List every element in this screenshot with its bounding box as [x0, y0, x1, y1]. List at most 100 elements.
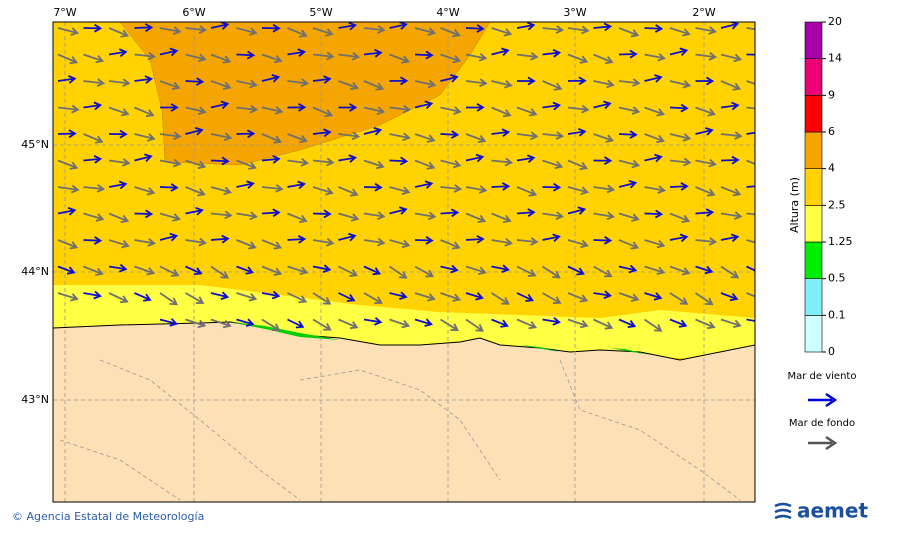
wind-sea-arrow: [516, 292, 534, 302]
wind-sea-arrow: [491, 182, 511, 191]
wind-sea-arrow: [516, 76, 536, 86]
wind-sea-arrow: [720, 233, 740, 243]
swell-arrow: [312, 292, 332, 305]
swell-arrow: [465, 212, 487, 224]
wind-sea-arrow: [363, 316, 383, 326]
wind-sea-arrow: [440, 130, 460, 139]
lat-label: 44°N: [21, 265, 49, 278]
wind-sea-arrow: [287, 234, 307, 244]
swell-arrow: [542, 80, 563, 91]
wind-sea-arrow: [746, 265, 755, 276]
swell-arrow: [618, 78, 641, 87]
swell-arrow: [491, 292, 510, 305]
wave-arrows: [57, 22, 755, 332]
swell-arrow: [389, 186, 411, 195]
colorbar-title: Altura (m): [788, 177, 801, 233]
swell-arrow: [669, 80, 692, 89]
swell-arrow: [593, 265, 613, 278]
colorbar-label: 0: [828, 345, 835, 358]
swell-arrow: [414, 133, 436, 143]
wind-sea-arrow: [108, 48, 128, 58]
swell-arrow: [695, 318, 716, 330]
swell-arrow: [185, 237, 208, 247]
swell-arrow: [185, 25, 208, 34]
swell-arrow: [669, 27, 691, 37]
swell-arrow: [108, 292, 129, 304]
wind-sea-arrow: [134, 292, 152, 302]
swell-arrow: [363, 80, 385, 91]
swell-arrow: [83, 53, 105, 64]
swell-arrow: [720, 318, 742, 329]
swell-arrow: [516, 106, 538, 117]
wind-sea-arrow: [414, 235, 434, 245]
colorbar-label: 20: [828, 15, 842, 28]
wind-sea-arrow: [465, 24, 485, 33]
swell-arrow: [542, 25, 565, 34]
swell-arrow: [644, 106, 665, 117]
wind-sea-arrow: [57, 207, 77, 216]
swell-arrow: [593, 133, 615, 143]
legend-label: Mar de fondo: [789, 418, 855, 429]
wind-sea-arrow: [134, 75, 154, 84]
swell-arrow: [695, 158, 717, 168]
swell-arrow: [287, 158, 310, 167]
swell-arrow: [236, 239, 257, 250]
swell-arrow: [261, 265, 283, 276]
swell-arrow: [389, 53, 410, 64]
wind-sea-arrow: [440, 208, 460, 218]
wind-sea-arrow: [236, 50, 256, 60]
swell-arrow: [159, 80, 181, 91]
wind-sea-arrow: [363, 48, 383, 58]
wind-sea-arrow: [236, 180, 255, 189]
wind-sea-arrow: [287, 103, 307, 112]
swell-arrow: [695, 52, 718, 61]
colorbar-segment: [804, 131, 823, 169]
swell-arrow: [567, 25, 590, 35]
colorbar-segment: [804, 95, 823, 133]
lon-label: 2°W: [692, 6, 715, 19]
wind-sea-arrow: [440, 264, 459, 274]
wind-sea-arrow: [389, 76, 409, 86]
wind-sea-arrow: [338, 154, 357, 163]
swell-arrow: [746, 27, 755, 31]
swell-arrow: [108, 106, 130, 117]
wind-sea-arrow: [363, 127, 383, 136]
swell-arrow: [440, 318, 459, 331]
swell-arrow: [465, 318, 484, 332]
swell-arrow: [363, 237, 386, 247]
swell-arrow: [643, 318, 663, 332]
wind-sea-arrow: [542, 101, 562, 111]
swell-arrow: [57, 27, 80, 36]
wind-sea-arrow: [669, 47, 689, 56]
wind-sea-arrow: [389, 206, 408, 215]
lon-label: 3°W: [563, 6, 586, 19]
swell-arrow: [287, 78, 310, 88]
swell-arrow: [542, 159, 564, 170]
wind-sea-arrow: [465, 153, 485, 163]
wind-sea-arrow: [516, 154, 536, 163]
legend-label: Mar de viento: [788, 371, 857, 382]
swell-arrow: [720, 80, 742, 91]
wind-sea-arrow: [644, 209, 664, 219]
colorbar-segment: [804, 168, 823, 206]
swell-arrow: [440, 159, 462, 169]
wind-sea-arrow: [57, 129, 77, 139]
swell-arrow: [134, 265, 156, 276]
wind-sea-arrow: [593, 236, 613, 245]
swell-arrow: [669, 212, 691, 223]
swell-arrow: [567, 104, 590, 114]
wind-sea-arrow: [491, 128, 511, 138]
wind-sea-arrow: [363, 182, 383, 192]
swell-arrow: [312, 51, 335, 61]
wind-sea-arrow: [185, 77, 205, 86]
wind-sea-arrow: [312, 209, 332, 219]
swell-arrow: [414, 79, 437, 89]
swell-arrow: [236, 159, 257, 170]
swell-arrow: [83, 212, 105, 222]
colorbar-label: 14: [828, 52, 842, 65]
swell-arrow: [261, 106, 284, 115]
swell-arrow: [618, 159, 641, 169]
swell-arrow: [746, 80, 755, 85]
wind-sea-arrow: [261, 23, 281, 33]
